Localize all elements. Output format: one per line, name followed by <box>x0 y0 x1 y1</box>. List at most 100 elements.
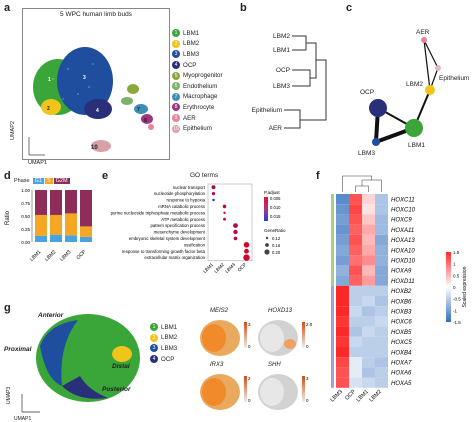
gene-colorbar <box>244 322 247 348</box>
go-dot <box>212 198 215 202</box>
generatio-legend-dot <box>265 243 269 247</box>
gene-plot-title: MEIS2 <box>210 308 229 314</box>
colorbar-title: Scaled expression <box>462 266 468 307</box>
bar-g2m-lbm2 <box>50 190 62 215</box>
heatmap-row-label: HOXA13 <box>391 238 415 244</box>
legend-a-item-endothelium: 6 Endothelium <box>172 81 240 92</box>
bar-g1-ocp <box>80 236 92 242</box>
bar-s-ocp <box>80 226 92 237</box>
heatmap-cell <box>336 367 349 378</box>
umap-g-xaxis-label: UMAP1 <box>14 416 32 422</box>
ratio-tick-label: 0.00 <box>21 240 30 245</box>
heatmap-row-label: HOXB5 <box>391 330 412 336</box>
heatmap-cell <box>336 255 349 266</box>
heatmap-row-label: HOXB2 <box>391 289 412 295</box>
colorbar-tick: -1 <box>453 308 457 313</box>
heatmap-row-label: HOXB6 <box>391 299 412 305</box>
lbm3-region-g <box>40 320 78 386</box>
heatmap-cell <box>336 377 349 388</box>
heatmap-cell <box>349 194 362 205</box>
node-lbm3 <box>372 138 380 146</box>
umap-plot-a: 5 WPC human limb buds 1 2 3 4 7 8 10 <box>22 8 170 160</box>
legend-a-dot: 6 <box>172 82 180 91</box>
gene-colorbar-max: 3 <box>248 322 251 327</box>
gene-colorbar-max: 2 <box>248 376 251 381</box>
heatmap-cell <box>349 377 362 388</box>
gene-plot-meis2: MEIS2 3 0 <box>196 308 254 362</box>
legend-a-item-lbm2: 2 LBM2 <box>172 39 240 50</box>
heatmap-row-label: HOXD11 <box>391 279 415 285</box>
heatmap-cell <box>375 204 388 215</box>
heatmap-cell <box>336 347 349 358</box>
heatmap-cell <box>349 336 362 347</box>
panel-a-legend: 1 LBM1 2 LBM2 3 LBM3 4 OCP 5 Myoprogenitor 6 Endoth… <box>172 28 240 134</box>
go-term-label: nucleotide phosphorylation <box>154 191 206 196</box>
legend-g-dot: 4 <box>150 355 158 364</box>
heatmap-cell <box>336 306 349 317</box>
gene-colorbar-max: 3 <box>306 376 309 381</box>
go-dot <box>243 254 250 261</box>
go-term-label: ATP metabolic process <box>161 217 205 222</box>
dendro-branch-epi-aer <box>284 109 301 129</box>
panel-label-b: b <box>240 2 247 14</box>
legend-a-dot: 2 <box>172 39 180 48</box>
heatmap-cell <box>375 285 388 296</box>
heatmap-row-label: HOXB3 <box>391 310 412 316</box>
legend-a-item-lbm3: 3 LBM3 <box>172 49 240 60</box>
heatmap-cell <box>375 336 388 347</box>
heatmap-row-label: HOXA10 <box>391 248 415 254</box>
heatmap-row-label: HOXC9 <box>391 218 412 224</box>
heatmap-cell <box>336 285 349 296</box>
gene-plot-title: SHH <box>268 362 281 368</box>
legend-a-item-ocp: 4 OCP <box>172 60 240 71</box>
dendro-leaf-1: LBM1 <box>273 47 290 54</box>
legend-a-label: Endothelium <box>183 82 218 90</box>
phase-swatch-g2m: G2M <box>53 178 70 184</box>
node-label-epithelium: Epithelium <box>439 75 469 82</box>
dendro-leaf-2: OCP <box>276 67 290 74</box>
col-dendrogram <box>342 175 382 192</box>
cluster-epithelium-region <box>91 140 111 152</box>
gene-plot-scatter: 30 <box>200 320 251 356</box>
gene-colorbar-min: 0 <box>248 398 251 403</box>
dot-plot-category-label: LBM1 <box>202 262 214 274</box>
heatmap-cell <box>362 224 375 235</box>
heatmap-cell <box>349 316 362 327</box>
gene-colorbar <box>302 376 305 402</box>
heatmap-cell <box>375 367 388 378</box>
node-label-ocp: OCP <box>360 89 374 96</box>
dot-plot-frame <box>207 183 253 262</box>
direction-anterior: Anterior <box>38 312 64 319</box>
heatmap-cell <box>362 357 375 368</box>
node-label-lbm3: LBM3 <box>358 150 375 157</box>
legend-a-label: LBM3 <box>183 50 200 58</box>
gene-colorbar-min: 0 <box>306 398 309 403</box>
gene-plot-irx3: IRX3 2 0 <box>196 362 254 416</box>
gene-plot-hoxd13: HOXD13 2.0 0 <box>254 308 312 362</box>
legend-g-dot: 1 <box>150 323 158 332</box>
heatmap-row-label: HOXA11 <box>391 228 414 234</box>
node-aer <box>421 37 427 43</box>
row-group-bar-lower <box>331 285 334 388</box>
legend-a-item-erythrocyte: 8 Erythrocyte <box>172 102 240 113</box>
heatmap-cell <box>375 296 388 307</box>
legend-a-item-macrophage: 7 Macrophage <box>172 92 240 103</box>
node-label-lbm1: LBM1 <box>408 142 425 149</box>
legend-a-label: Macrophage <box>183 93 218 101</box>
colorbar-tick: 0.5 <box>453 273 460 278</box>
dendro-branch-root <box>300 59 327 121</box>
heatmap-cell <box>336 316 349 327</box>
heatmap-cell <box>336 265 349 276</box>
legend-g-label: LBM3 <box>161 344 178 352</box>
legend-a-dot: 7 <box>172 92 180 101</box>
go-term-label: extracellular matrix organization <box>144 255 205 260</box>
ratio-tick-label: 0.25 <box>21 227 30 232</box>
phase-swatch-g1: G1 <box>32 178 44 184</box>
go-dot <box>244 248 249 254</box>
umap-a-scatter: 1 2 3 4 7 8 10 <box>28 47 154 156</box>
bar-g2m-lbm3 <box>65 190 77 214</box>
colorbar-tick: -0.5 <box>453 297 461 302</box>
node-label-aer: AER <box>416 29 430 36</box>
dot-plot-category-label: LBM3 <box>224 262 236 274</box>
generatio-legend-dot <box>264 249 270 255</box>
